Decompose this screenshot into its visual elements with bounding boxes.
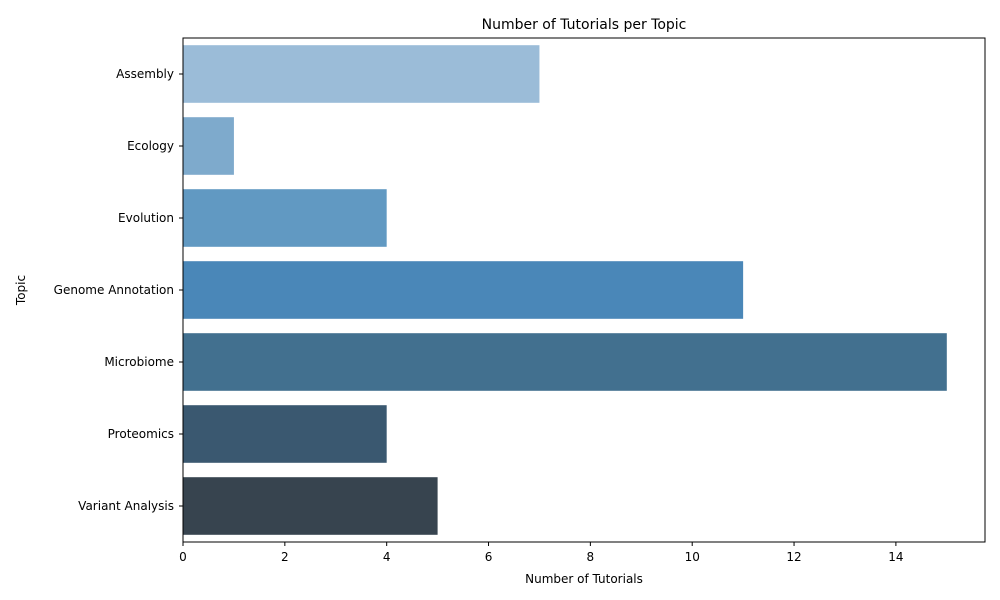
y-tick-label: Variant Analysis	[78, 499, 174, 513]
bar-genome-annotation	[183, 261, 744, 319]
x-tick-label: 12	[786, 550, 801, 564]
bar-ecology	[183, 117, 234, 175]
bar-evolution	[183, 189, 387, 247]
bar-assembly	[183, 45, 540, 103]
bars-group	[183, 45, 947, 535]
bar-proteomics	[183, 405, 387, 463]
plot-frame	[182, 37, 986, 543]
x-tick-label: 4	[383, 550, 391, 564]
y-tick-label: Assembly	[116, 67, 174, 81]
chart-title: Number of Tutorials per Topic	[482, 17, 687, 33]
bar-variant-analysis	[183, 477, 438, 535]
y-axis-ticks: Assembly Ecology Evolution Genome Annotatio…	[54, 67, 183, 513]
y-tick-label: Microbiome	[104, 355, 174, 369]
y-tick-label: Ecology	[127, 139, 174, 153]
y-tick-label: Evolution	[118, 211, 174, 225]
x-axis-label: Number of Tutorials	[525, 572, 643, 586]
x-tick-label: 8	[587, 550, 595, 564]
x-tick-label: 10	[685, 550, 700, 564]
x-tick-label: 2	[281, 550, 289, 564]
x-axis-ticks: 0 2 4 6 8 10 12 14	[179, 542, 904, 564]
y-tick-label: Proteomics	[108, 427, 174, 441]
x-tick-label: 6	[485, 550, 493, 564]
x-tick-label: 14	[888, 550, 903, 564]
y-axis-label: Topic	[14, 275, 28, 306]
x-tick-label: 0	[179, 550, 187, 564]
bar-microbiome	[183, 333, 947, 391]
y-tick-label: Genome Annotation	[54, 283, 174, 297]
